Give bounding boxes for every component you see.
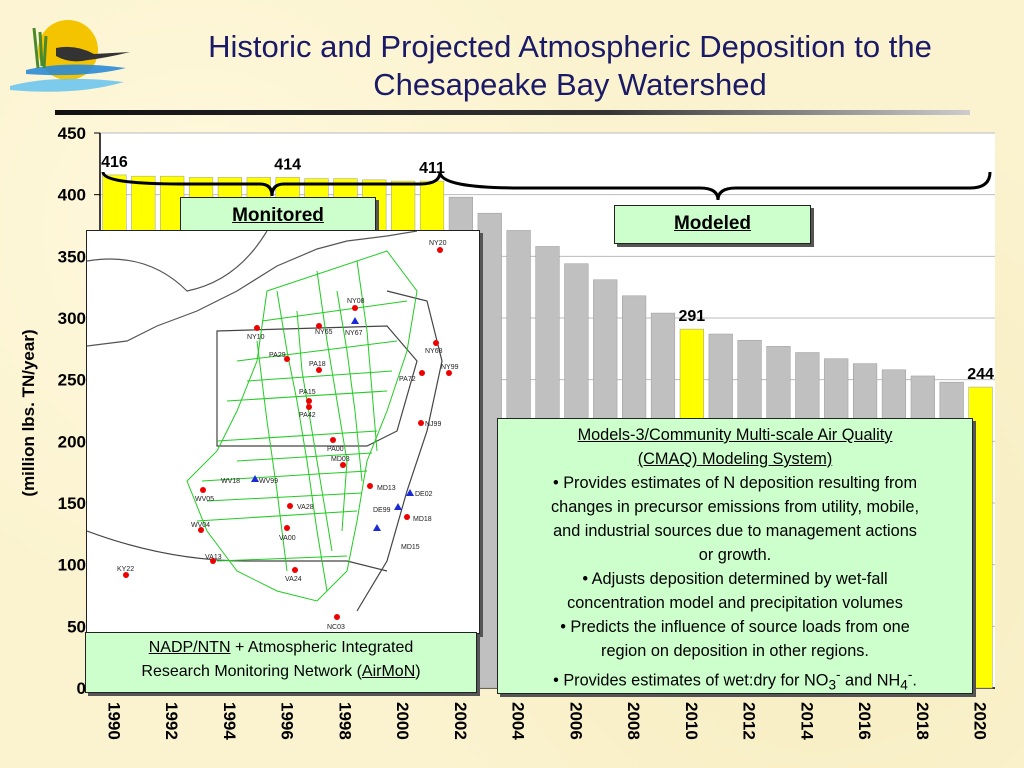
data-label-1990: 416 <box>101 154 128 171</box>
data-label-2020: 244 <box>967 366 994 383</box>
svg-text:MD15: MD15 <box>401 544 420 551</box>
y-tick-label: 400 <box>58 186 86 205</box>
x-tick-label: 2012 <box>740 702 759 740</box>
x-tick-label: 2014 <box>797 702 816 740</box>
svg-text:VA28: VA28 <box>297 504 314 511</box>
x-tick-label: 2004 <box>509 702 528 740</box>
svg-text:PA29: PA29 <box>269 352 286 359</box>
svg-text:NJ99: NJ99 <box>425 421 441 428</box>
x-tick-label: 1998 <box>335 702 354 740</box>
x-tick-label: 1994 <box>220 702 239 740</box>
y-tick-label: 150 <box>58 494 86 513</box>
cmaq-heading-1: Models-3/Community Multi-scale Air Quali… <box>577 426 893 444</box>
data-label-1996: 414 <box>274 156 301 173</box>
svg-text:PA72: PA72 <box>399 376 416 383</box>
y-tick-label: 50 <box>67 617 86 636</box>
svg-text:MD18: MD18 <box>413 516 432 523</box>
nadp-ntn-link: NADP/NTN <box>148 639 231 656</box>
svg-text:VA13: VA13 <box>205 554 222 561</box>
x-tick-label: 1990 <box>104 702 123 740</box>
svg-text:PA18: PA18 <box>309 361 326 368</box>
svg-text:WV99: WV99 <box>259 478 278 485</box>
y-tick-label: 0 <box>77 679 86 698</box>
x-tick-label: 1996 <box>278 702 297 740</box>
svg-text:MD03: MD03 <box>331 456 350 463</box>
svg-text:KY22: KY22 <box>117 566 134 573</box>
y-tick-label: 300 <box>58 309 86 328</box>
svg-text:NC03: NC03 <box>327 624 345 631</box>
svg-text:MD13: MD13 <box>377 485 396 492</box>
x-tick-label: 2002 <box>451 702 470 740</box>
x-tick-label: 2006 <box>566 702 585 740</box>
svg-text:DE02: DE02 <box>415 491 433 498</box>
svg-text:NY67: NY67 <box>345 330 363 337</box>
y-tick-labels: 0 50 100 150 200 250 300 350 400 450 <box>58 124 100 698</box>
x-tick-label: 1992 <box>162 702 181 740</box>
modeled-brace <box>438 171 992 201</box>
y-tick-label: 450 <box>58 124 86 143</box>
x-tick-label: 2018 <box>913 702 932 740</box>
svg-text:NY99: NY99 <box>441 364 459 371</box>
airmon-link: AirMoN <box>361 663 416 680</box>
map-drawing: NY20 NY08 NY67 NY65 NY10 NY68 NY99 PA72 … <box>86 230 479 633</box>
svg-text:WV04: WV04 <box>191 522 210 529</box>
title-line-2: Chesapeake Bay Watershed <box>373 67 767 102</box>
monitoring-sites: NY20 NY08 NY67 NY65 NY10 NY68 NY99 PA72 … <box>117 240 459 631</box>
svg-text:NY68: NY68 <box>425 348 443 355</box>
svg-text:PA00: PA00 <box>327 446 344 453</box>
y-axis-label: (million lbs. TN/year) <box>19 329 38 496</box>
network-caption: NADP/NTN + Atmospheric Integrated Resear… <box>85 632 477 693</box>
cmaq-description: Models-3/Community Multi-scale Air Quali… <box>497 418 973 694</box>
x-tick-label: 2016 <box>855 702 874 740</box>
monitoring-network-map: NY20 NY08 NY67 NY65 NY10 NY68 NY99 PA72 … <box>86 230 480 634</box>
slide-title: Historic and Projected Atmospheric Depos… <box>120 28 1020 104</box>
svg-text:WV18: WV18 <box>221 478 240 485</box>
cmaq-bullet-4: • Provides estimates of wet:dry for NO3-… <box>553 667 917 693</box>
title-line-1: Historic and Projected Atmospheric Depos… <box>208 29 932 64</box>
x-tick-labels: 1990 1992 1994 1996 1998 2000 2002 2004 2006 2008… <box>104 702 989 740</box>
x-tick-label: 2010 <box>682 702 701 740</box>
svg-text:NY08: NY08 <box>347 298 365 305</box>
x-tick-label: 2008 <box>624 702 643 740</box>
y-tick-label: 100 <box>58 556 86 575</box>
svg-text:NY20: NY20 <box>429 240 447 247</box>
svg-text:PA42: PA42 <box>299 412 316 419</box>
monitored-brace <box>101 171 442 197</box>
x-tick-label: 2020 <box>971 702 990 740</box>
modeled-label: Modeled <box>614 205 811 244</box>
title-rule <box>55 110 970 115</box>
data-label-2010: 291 <box>679 308 706 325</box>
svg-text:NY65: NY65 <box>315 329 333 336</box>
svg-text:DE99: DE99 <box>373 507 391 514</box>
x-tick-label: 2000 <box>393 702 412 740</box>
svg-text:VA24: VA24 <box>285 576 302 583</box>
cmaq-heading-2: (CMAQ) Modeling System) <box>637 450 833 468</box>
svg-text:NY10: NY10 <box>247 334 265 341</box>
y-tick-label: 350 <box>58 247 86 266</box>
svg-text:WV05: WV05 <box>195 496 214 503</box>
svg-text:PA15: PA15 <box>299 389 316 396</box>
svg-text:VA00: VA00 <box>279 535 296 542</box>
bird-logo-icon <box>10 20 130 92</box>
y-tick-label: 250 <box>58 371 86 390</box>
y-tick-label: 200 <box>58 432 86 451</box>
